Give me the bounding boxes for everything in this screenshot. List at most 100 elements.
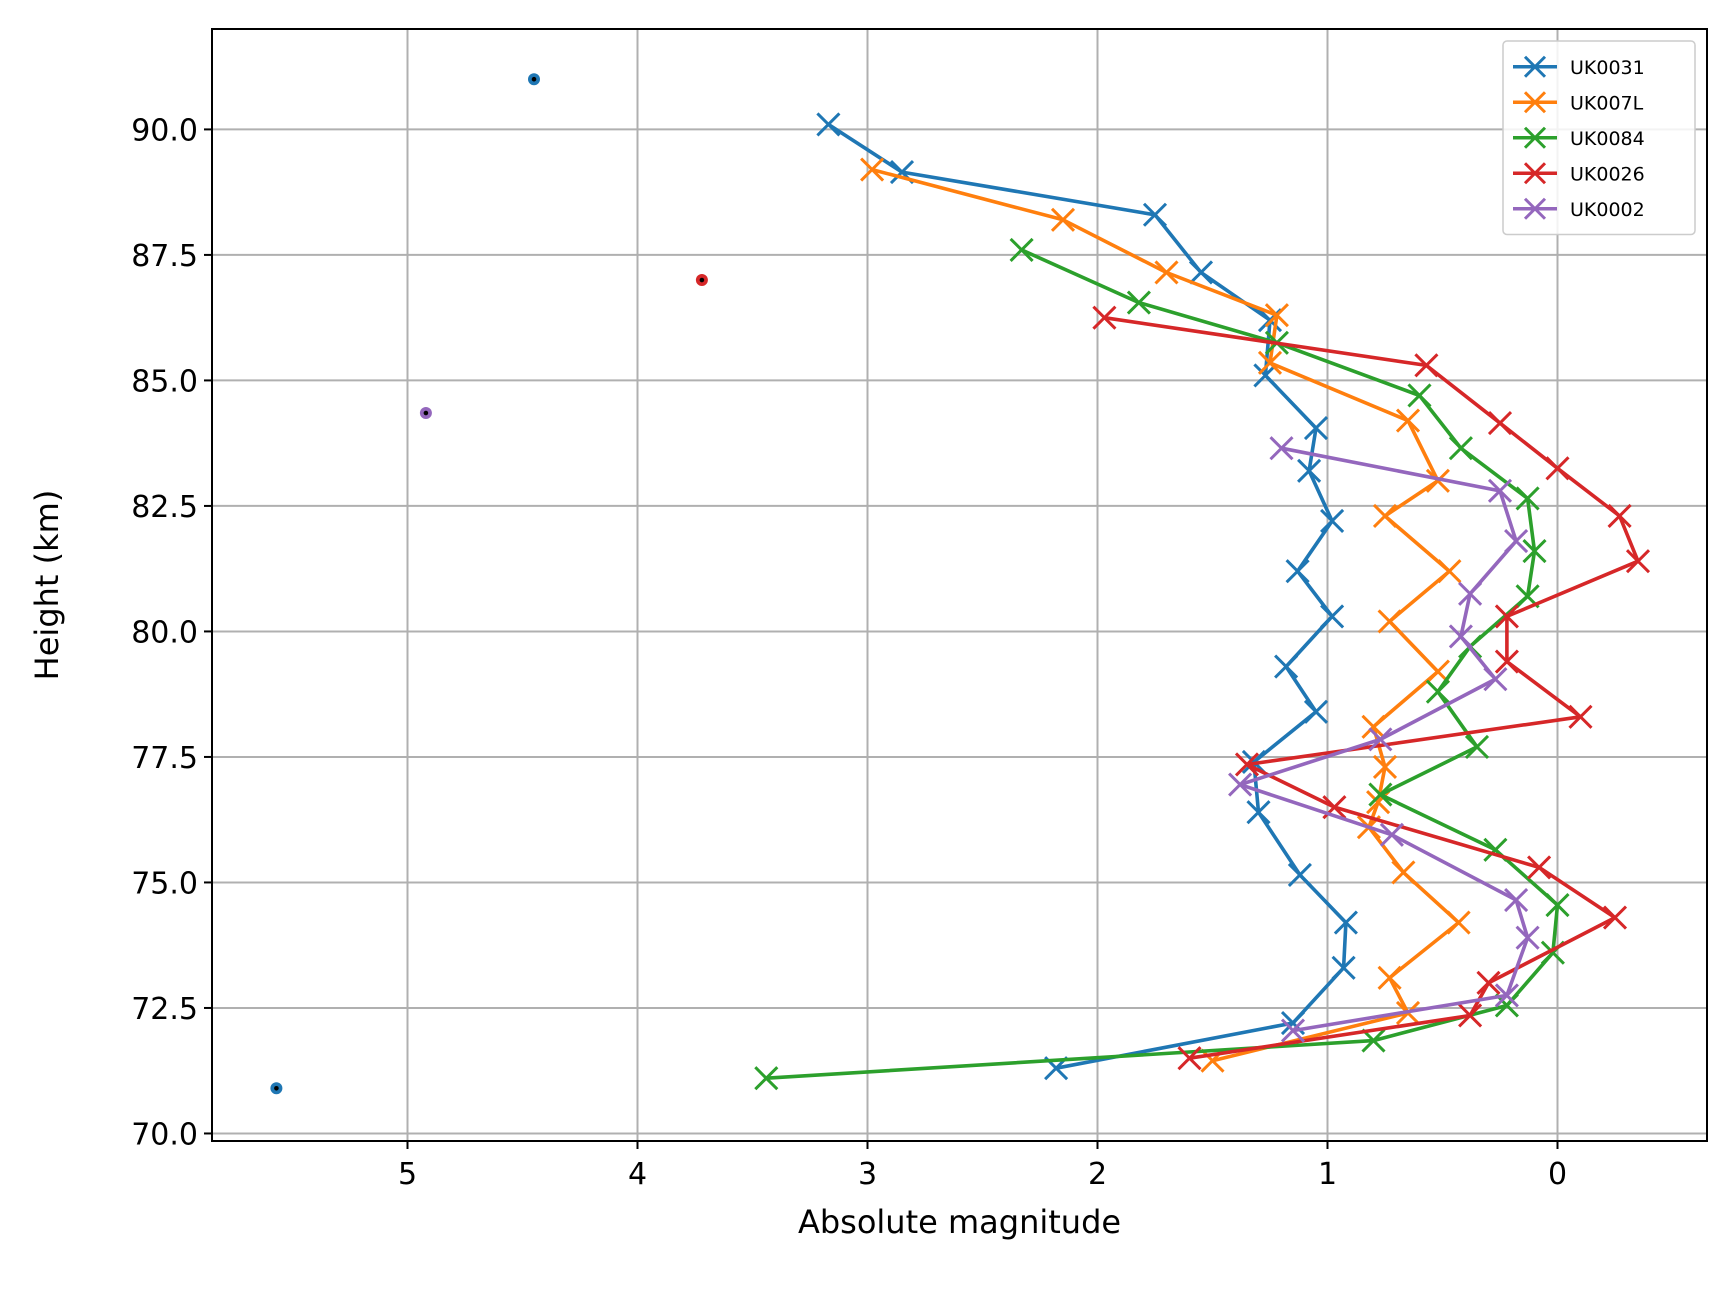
extra-point-center bbox=[274, 1085, 279, 1091]
data-point-uk0002 bbox=[1228, 772, 1253, 797]
data-point-uk0002 bbox=[1483, 667, 1508, 692]
extra-point-center bbox=[423, 410, 429, 416]
x-tick-label: 3 bbox=[858, 1157, 877, 1192]
plot-frame bbox=[211, 28, 1708, 1142]
data-point-uk007l bbox=[1391, 860, 1416, 885]
x-tick-label: 4 bbox=[628, 1157, 647, 1192]
y-tick-label: 77.5 bbox=[131, 741, 198, 776]
data-point-uk0002 bbox=[1504, 887, 1529, 913]
y-tick-label: 85.0 bbox=[131, 364, 198, 399]
data-point-uk007l bbox=[860, 157, 885, 182]
data-point-uk007l bbox=[1264, 303, 1289, 328]
data-point-uk007l bbox=[1425, 468, 1450, 493]
legend-marker-uk0026 bbox=[1523, 162, 1547, 185]
series-uk0026 bbox=[1092, 305, 1651, 1071]
data-point-uk0026 bbox=[1487, 411, 1513, 436]
data-point-uk0084 bbox=[1407, 383, 1432, 408]
y-axis-label: Height (km) bbox=[28, 490, 66, 681]
legend-item-uk007l: UK007L bbox=[1513, 91, 1644, 114]
legend-item-uk0084: UK0084 bbox=[1513, 126, 1645, 150]
data-point-uk0031 bbox=[1287, 862, 1312, 887]
y-tick-label: 75.0 bbox=[131, 866, 198, 901]
data-point-uk0026 bbox=[1092, 305, 1117, 330]
series-layer bbox=[754, 112, 1651, 1091]
extra-point-center bbox=[531, 76, 537, 82]
data-point-uk0026 bbox=[1602, 905, 1628, 930]
legend-marker-uk0084 bbox=[1523, 126, 1547, 149]
legend-label-uk007l: UK007L bbox=[1570, 92, 1644, 114]
data-point-uk0031 bbox=[1331, 955, 1356, 980]
extra-points-layer bbox=[270, 73, 708, 1095]
data-point-uk0026 bbox=[1527, 855, 1552, 880]
legend-label-uk0002: UK0002 bbox=[1570, 199, 1645, 221]
data-point-uk0084 bbox=[754, 1066, 779, 1091]
data-point-uk0084 bbox=[1425, 679, 1450, 704]
y-axis-ticks: 70.0 72.5 75.0 77.5 80.0 82.5 85.0 87.5 90.0 bbox=[131, 113, 212, 1152]
data-point-uk0002 bbox=[1368, 727, 1393, 752]
legend-marker-uk007l bbox=[1523, 91, 1547, 114]
data-point-uk007l bbox=[1372, 754, 1398, 780]
data-point-uk0002 bbox=[1379, 822, 1404, 847]
data-point-uk0031 bbox=[1303, 416, 1329, 441]
data-point-uk0031 bbox=[1320, 508, 1345, 534]
legend-label-uk0084: UK0084 bbox=[1570, 128, 1645, 150]
data-point-uk007l bbox=[1377, 609, 1402, 634]
data-point-uk007l bbox=[1366, 790, 1391, 815]
series-uk007l bbox=[860, 157, 1471, 1073]
data-point-uk0084 bbox=[1545, 892, 1570, 918]
data-point-uk0031 bbox=[1274, 654, 1299, 679]
data-point-uk0031 bbox=[1297, 458, 1322, 483]
y-tick-label: 72.5 bbox=[131, 992, 198, 1027]
x-tick-label: 5 bbox=[398, 1157, 417, 1192]
data-point-uk0084 bbox=[1448, 436, 1473, 461]
data-point-uk0002 bbox=[1269, 436, 1294, 461]
data-point-uk0031 bbox=[1253, 363, 1278, 388]
legend-marker-uk0031 bbox=[1523, 55, 1547, 78]
data-point-uk0084 bbox=[1464, 734, 1490, 759]
data-point-uk0002 bbox=[1487, 478, 1513, 503]
data-point-uk007l bbox=[1372, 503, 1398, 529]
data-point-uk007l bbox=[1437, 559, 1462, 584]
extra-point-center bbox=[699, 277, 705, 283]
data-point-uk0031 bbox=[1303, 699, 1329, 724]
data-point-uk0002 bbox=[1280, 1018, 1306, 1043]
x-tick-label: 0 bbox=[1548, 1157, 1567, 1192]
series-uk0084 bbox=[754, 237, 1570, 1091]
y-tick-label: 90.0 bbox=[131, 113, 198, 148]
data-point-uk0002 bbox=[1515, 925, 1540, 950]
data-point-uk0026 bbox=[1568, 704, 1593, 729]
legend-item-uk0031: UK0031 bbox=[1513, 55, 1645, 79]
data-point-uk007l bbox=[1361, 714, 1386, 739]
legend-label-uk0031: UK0031 bbox=[1570, 57, 1645, 79]
legend-label-uk0026: UK0026 bbox=[1570, 163, 1645, 185]
data-point-uk0084 bbox=[1361, 1028, 1386, 1053]
legend-box bbox=[1502, 40, 1696, 236]
y-tick-label: 70.0 bbox=[131, 1117, 198, 1152]
data-point-uk0026 bbox=[1234, 752, 1260, 777]
data-point-uk0031 bbox=[1285, 559, 1310, 584]
data-point-uk0031 bbox=[1333, 910, 1358, 935]
data-point-uk007l bbox=[1257, 350, 1283, 375]
data-point-uk0002 bbox=[1448, 624, 1473, 649]
legend: UK0031 UK007L UK0084 UK0026 UK0002 bbox=[1502, 40, 1696, 236]
series-line-uk0026 bbox=[1102, 315, 1640, 1060]
data-point-uk0026 bbox=[1177, 1046, 1202, 1071]
data-point-uk0002 bbox=[1458, 581, 1483, 606]
legend-item-uk0026: UK0026 bbox=[1513, 162, 1645, 185]
y-tick-label: 87.5 bbox=[131, 239, 198, 274]
legend-marker-uk0002 bbox=[1523, 197, 1547, 220]
data-point-uk0031 bbox=[1246, 800, 1271, 825]
x-axis-ticks: 5 4 3 2 1 0 bbox=[398, 1141, 1567, 1192]
data-point-uk0084 bbox=[1009, 237, 1034, 262]
data-point-uk0026 bbox=[1414, 353, 1439, 378]
data-point-uk0031 bbox=[816, 112, 841, 137]
data-point-uk007l bbox=[1446, 910, 1471, 935]
series-uk0002 bbox=[1228, 436, 1540, 1043]
data-point-uk0026 bbox=[1607, 503, 1632, 529]
data-point-uk007l bbox=[1395, 408, 1421, 433]
data-point-uk007l bbox=[1154, 260, 1179, 285]
data-point-uk007l bbox=[1377, 965, 1402, 990]
x-axis-label: Absolute magnitude bbox=[798, 1203, 1121, 1241]
data-point-uk0084 bbox=[1515, 486, 1540, 511]
